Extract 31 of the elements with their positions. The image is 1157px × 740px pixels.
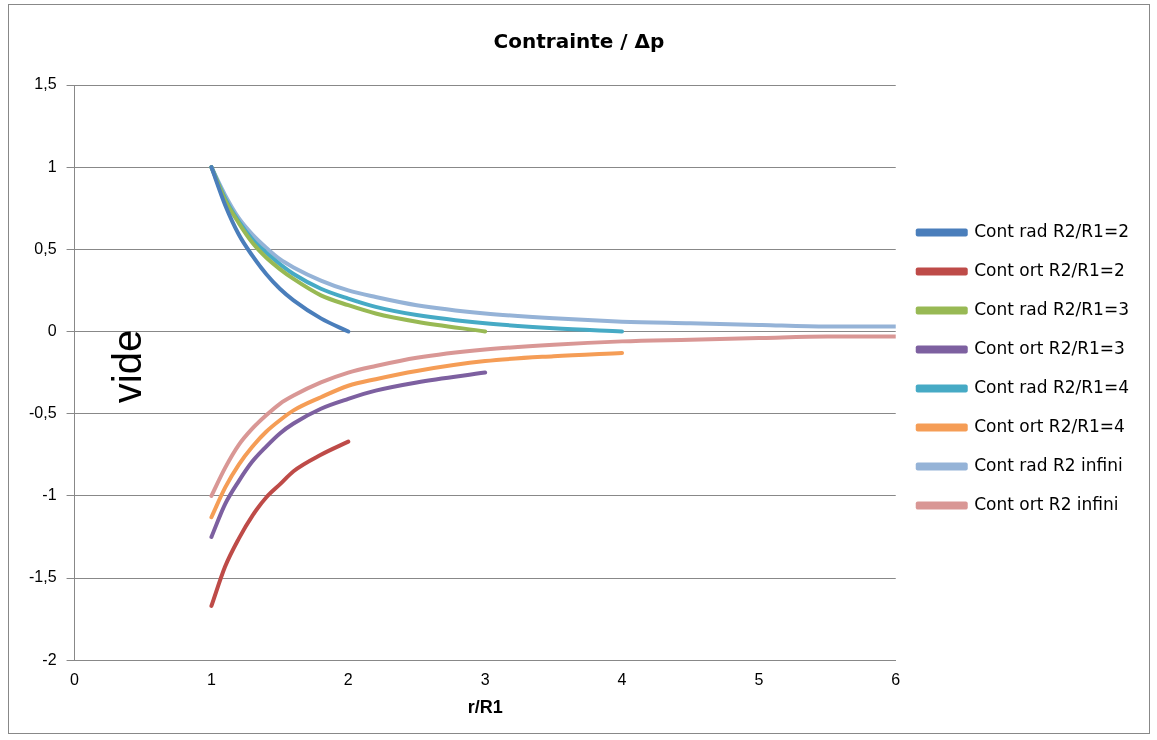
legend-label: Cont rad R2 infini [974, 454, 1123, 475]
x-tick-label: 6 [891, 671, 901, 689]
legend-label: Cont rad R2/R1=2 [974, 220, 1130, 241]
x-axis-title: r/R1 [467, 697, 503, 718]
line-series [209, 165, 351, 334]
line-series [209, 439, 351, 608]
y-tick-label: -1 [42, 486, 57, 504]
y-tick-label: 1 [47, 157, 57, 175]
line-series [209, 370, 488, 539]
legend-label: Cont ort R2 infini [974, 493, 1119, 514]
y-tick-label: 0,5 [34, 239, 57, 257]
x-tick-label: 4 [617, 671, 627, 689]
x-tick-label: 3 [480, 671, 490, 689]
y-tick-label: -2 [42, 650, 57, 668]
y-tick-label: -1,5 [28, 568, 57, 586]
chart-title: Contrainte / Δp [493, 29, 665, 54]
y-tick-label: 0 [47, 321, 57, 339]
legend-label: Cont rad R2/R1=3 [974, 298, 1130, 319]
x-tick-label: 0 [70, 671, 80, 689]
x-tick-label: 1 [206, 671, 216, 689]
y-tick-label: -0,5 [28, 404, 57, 422]
legend-label: Cont ort R2/R1=4 [974, 415, 1125, 436]
line-series [209, 334, 896, 498]
legend-label: Cont rad R2/R1=4 [974, 376, 1130, 397]
x-tick-label: 5 [754, 671, 764, 689]
legend-label: Cont ort R2/R1=2 [974, 259, 1125, 280]
y-tick-label: 1,5 [34, 75, 57, 93]
x-tick-label: 2 [343, 671, 353, 689]
annotation: vide [104, 329, 149, 404]
line-series [209, 350, 625, 520]
legend-label: Cont ort R2/R1=3 [974, 337, 1125, 358]
